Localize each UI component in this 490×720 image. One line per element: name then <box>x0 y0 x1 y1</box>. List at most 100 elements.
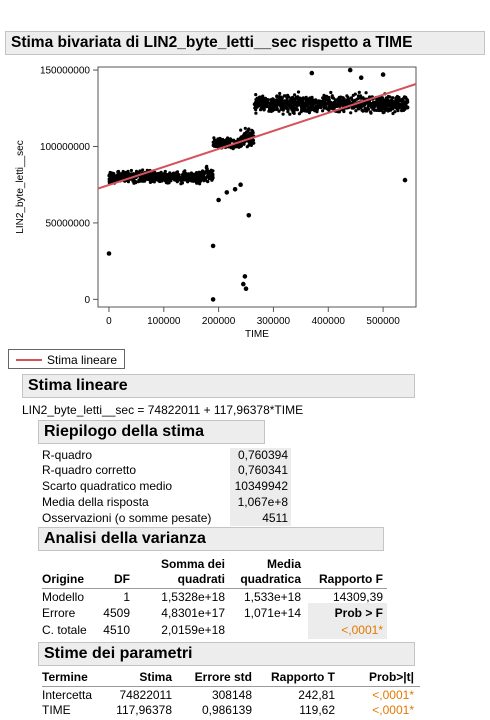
legend[interactable]: Stima lineare <box>8 349 125 369</box>
data-point <box>327 95 331 100</box>
summary-value-shade <box>230 448 291 526</box>
data-point <box>377 108 381 113</box>
data-point <box>132 172 136 176</box>
anova-header-row-1: Somma dei Media <box>42 557 387 572</box>
data-point <box>174 172 178 176</box>
data-point <box>391 96 395 100</box>
outlier-point <box>232 187 238 192</box>
data-point <box>388 107 392 111</box>
data-point <box>318 103 322 107</box>
data-point <box>138 179 142 183</box>
data-point <box>204 165 208 169</box>
data-point <box>329 103 333 107</box>
data-point <box>353 92 357 96</box>
param-t: 119,62 <box>299 703 335 717</box>
legend-swatch <box>16 359 42 361</box>
x-tick-label: 100000 <box>147 316 181 327</box>
table-row: R-quadro corretto 0,760341 <box>42 463 291 478</box>
anova-header[interactable]: Analisi della varianza <box>38 527 384 551</box>
param-errore: 0,986139 <box>201 703 252 717</box>
data-point <box>311 103 315 107</box>
data-point <box>255 97 259 101</box>
outlier-point <box>241 281 246 287</box>
data-point <box>369 111 373 115</box>
f-column-shade <box>308 603 387 639</box>
param-stima: 74822011 <box>119 688 173 702</box>
data-point <box>357 107 361 111</box>
outlier-point <box>358 75 364 80</box>
data-point <box>325 101 330 105</box>
data-point <box>121 173 125 177</box>
data-point <box>349 96 353 100</box>
anova-f: 14309,39 <box>332 590 383 604</box>
legend-label: Stima lineare <box>47 353 118 367</box>
data-point <box>252 102 256 106</box>
data-point <box>394 96 398 100</box>
data-point <box>259 106 263 110</box>
anova-header-row-2: Origine DF quadrati quadratica Rapporto … <box>42 572 387 587</box>
data-point <box>165 178 169 182</box>
anova-separator <box>42 588 387 589</box>
col-ms-line1: Media <box>266 557 301 571</box>
data-point <box>281 103 286 107</box>
summary-label: R-quadro corretto <box>42 463 137 477</box>
data-point <box>330 106 334 111</box>
data-point <box>303 102 307 106</box>
data-point <box>254 108 258 112</box>
summary-label: Media della risposta <box>42 495 149 509</box>
data-point <box>214 144 218 149</box>
data-point <box>365 107 369 111</box>
data-point <box>336 110 340 114</box>
data-point <box>324 105 328 109</box>
param-termine: Intercetta <box>42 688 93 702</box>
data-point <box>308 105 312 109</box>
params-header[interactable]: Stime dei parametri <box>38 642 415 666</box>
data-point <box>391 103 395 107</box>
data-point <box>217 139 221 143</box>
data-point <box>276 102 280 106</box>
summary-value: 0,760394 <box>237 448 288 462</box>
data-point <box>360 102 364 106</box>
data-point <box>301 96 305 100</box>
data-point <box>168 171 172 175</box>
anova-df: 1 <box>123 590 130 604</box>
data-point <box>384 108 388 112</box>
col-termine: Termine <box>42 670 88 684</box>
data-point <box>284 94 288 98</box>
data-point <box>193 179 197 183</box>
data-point <box>171 173 175 177</box>
data-point <box>388 95 392 99</box>
data-point <box>167 181 171 185</box>
summary-header[interactable]: Riepilogo della stima <box>38 420 265 444</box>
table-row: Scarto quadratico medio 10349942 <box>42 479 291 494</box>
data-point <box>377 100 381 104</box>
data-point <box>317 100 321 105</box>
param-p: <,0001* <box>372 703 414 717</box>
anova-df: 4510 <box>103 623 130 637</box>
data-point <box>357 90 361 94</box>
data-point <box>128 173 132 177</box>
data-point <box>254 111 258 115</box>
fit-line <box>97 83 417 190</box>
data-point <box>109 173 113 177</box>
anova-ms: 1,533e+18 <box>243 590 301 604</box>
data-point <box>377 103 381 107</box>
data-point <box>342 101 347 105</box>
linear-fit-header[interactable]: Stima lineare <box>22 374 415 398</box>
data-point <box>240 135 244 139</box>
data-point <box>174 176 179 180</box>
x-axis: 0 100000 200000 300000 400000 500000 <box>106 307 400 327</box>
data-point <box>304 108 308 112</box>
data-point <box>335 98 339 102</box>
data-point <box>131 179 135 183</box>
data-point <box>117 171 121 176</box>
col-rapporto-t: Rapporto T <box>271 670 335 684</box>
data-point <box>153 176 157 180</box>
y-tick-label: 50000000 <box>46 218 91 229</box>
anova-origine: C. totale <box>42 623 87 637</box>
summary-label: R-quadro <box>42 448 93 462</box>
report-title: Stima bivariata di LIN2_byte_letti__sec … <box>11 34 413 51</box>
report-title-bar[interactable]: Stima bivariata di LIN2_byte_letti__sec … <box>5 31 485 55</box>
data-point <box>286 110 290 114</box>
data-point <box>220 138 224 142</box>
